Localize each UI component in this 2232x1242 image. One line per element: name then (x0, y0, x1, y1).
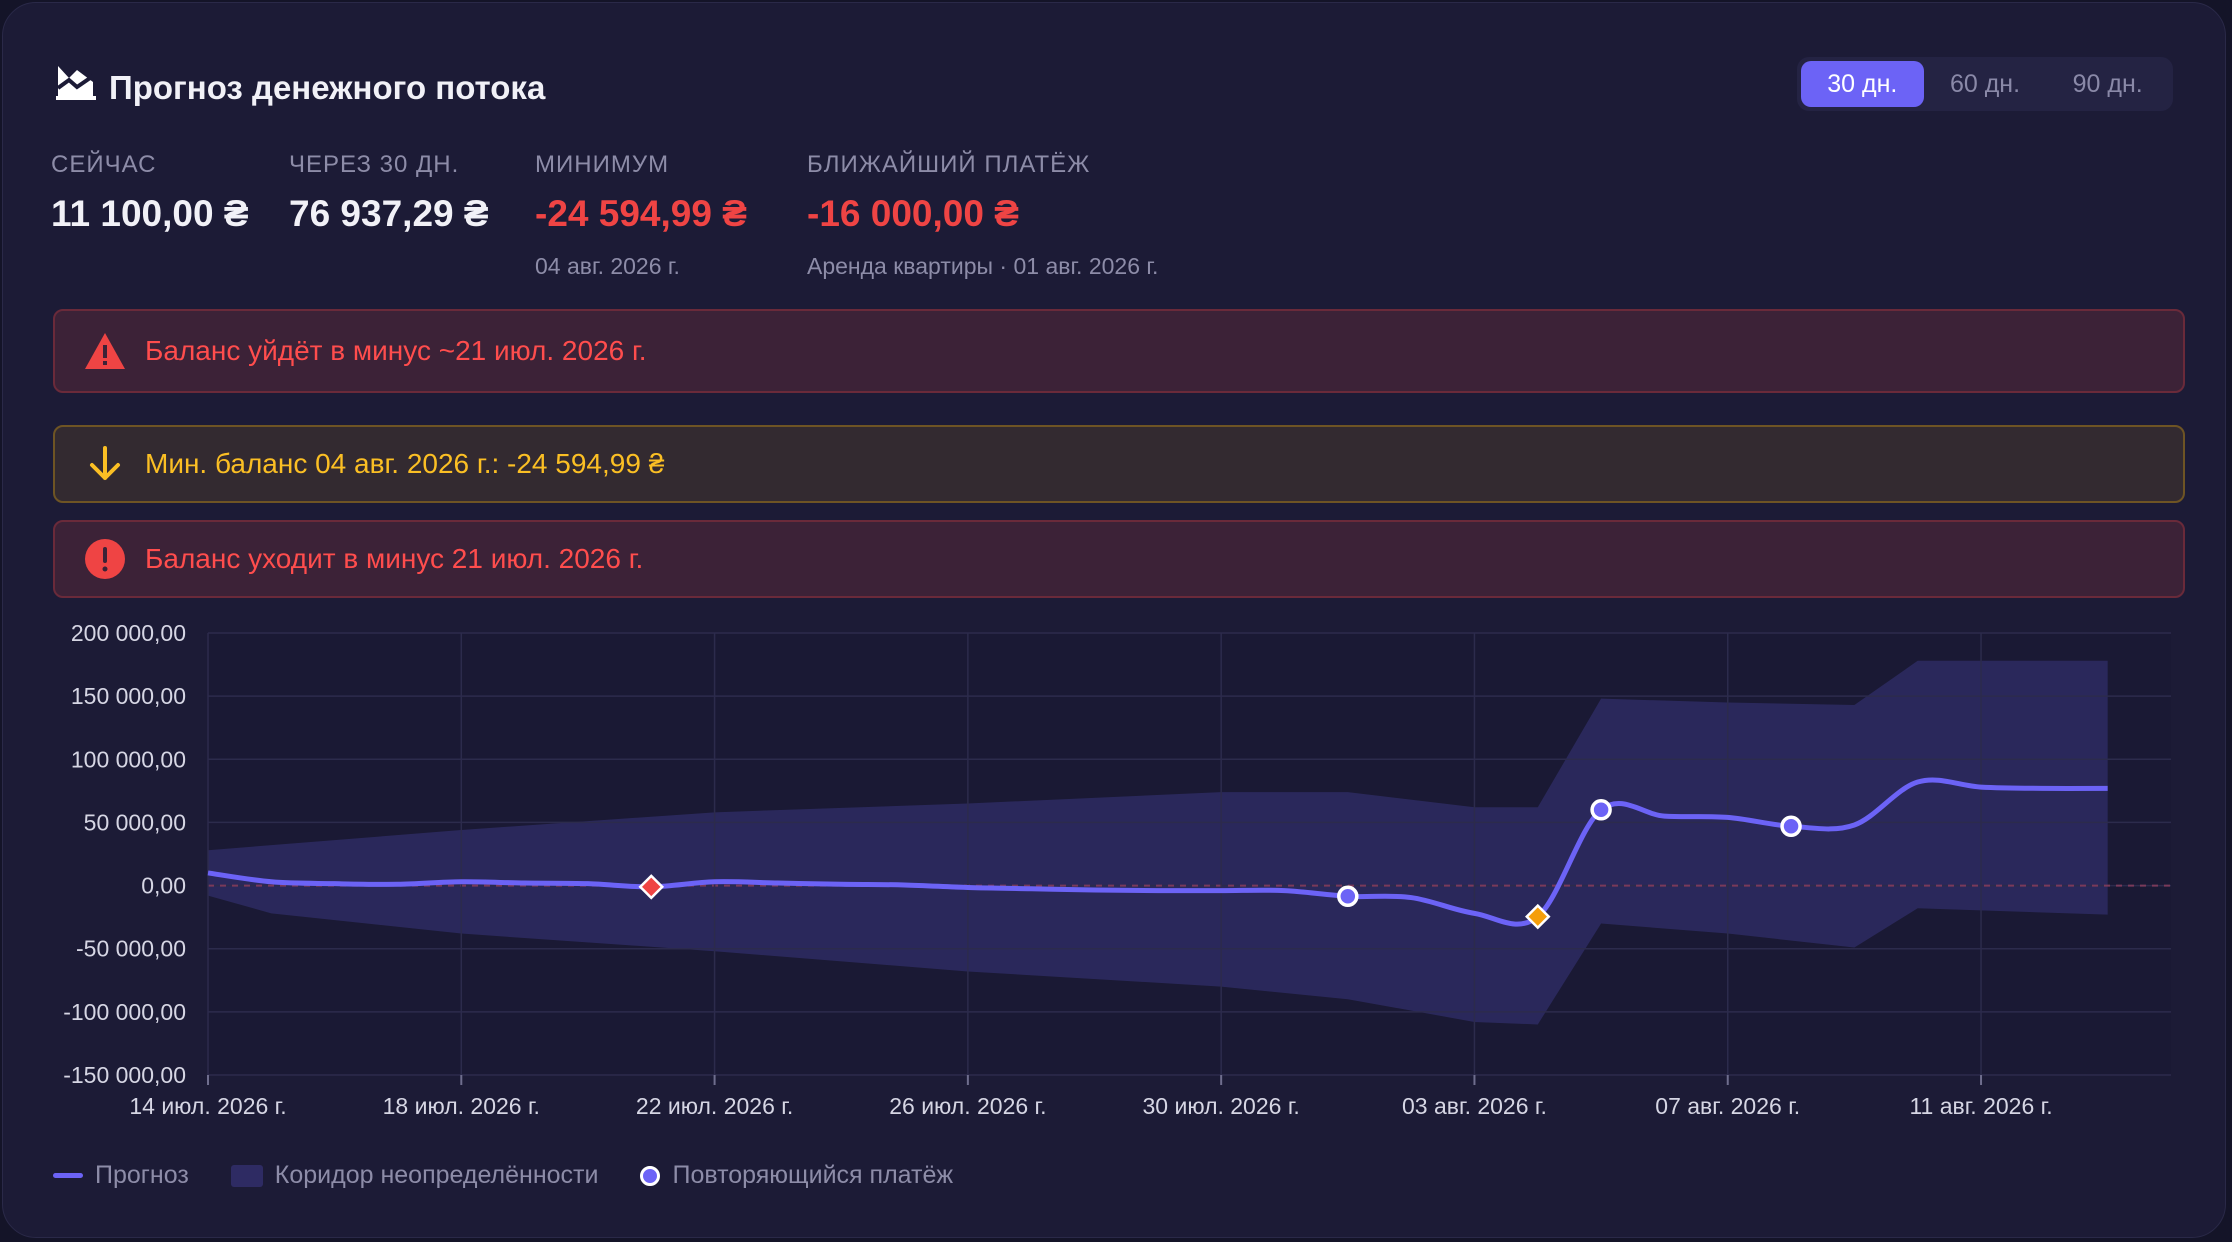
page-title: Прогноз денежного потока (109, 69, 546, 106)
forecast-line-swatch (53, 1173, 83, 1178)
x-tick-label: 11 авг. 2026 г. (1909, 1093, 2052, 1119)
y-tick-label: 0,00 (141, 873, 186, 899)
stat-minimum-value: -24 594,99 ₴ (535, 193, 747, 234)
x-tick-label: 14 июл. 2026 г. (129, 1093, 286, 1119)
stat-in-30-value: 76 937,29 ₴ (289, 193, 489, 234)
stat-minimum-label: МИНИМУМ (535, 151, 670, 178)
stat-now-label: СЕЙЧАС (51, 151, 157, 178)
period-selector: 30 дн. 60 дн. 90 дн. (1797, 57, 2173, 111)
legend-item-forecast[interactable]: Прогноз (53, 1161, 189, 1190)
stat-next-payment-value: -16 000,00 ₴ (807, 193, 1019, 234)
recurring-payment-marker (1337, 885, 1359, 908)
legend-recurring-label: Повторяющийся платёж (672, 1161, 954, 1189)
recurring-payment-circle-icon (640, 1165, 661, 1186)
stat-in-30-label: ЧЕРЕЗ 30 ДН. (289, 151, 460, 178)
stat-next-payment-label: БЛИЖАЙШИЙ ПЛАТЁЖ (807, 151, 1091, 178)
recurring-payment-marker (1780, 815, 1802, 837)
y-tick-label: 150 000,00 (71, 683, 186, 709)
stat-minimum-date: 04 авг. 2026 г. (535, 253, 680, 279)
arrow-down-icon (90, 446, 120, 480)
alert-balance-goes-negative: Баланс уходит в минус 21 июл. 2026 г. (53, 520, 2185, 598)
tab-90-days[interactable]: 90 дн. (2072, 70, 2143, 98)
uncertainty-band-swatch (230, 1164, 263, 1187)
alert-negative-balance-text: Баланс уйдёт в минус ~21 июл. 2026 г. (145, 335, 647, 366)
tab-30-days[interactable]: 30 дн. (1801, 61, 1924, 107)
legend-uncertainty-label: Коридор неопределённости (274, 1161, 599, 1189)
y-tick-label: 200 000,00 (71, 620, 186, 646)
y-tick-label: -50 000,00 (76, 936, 186, 962)
alert-min-balance-text: Мин. баланс 04 авг. 2026 г.: -24 594,99 … (145, 448, 665, 479)
legend-item-uncertainty[interactable]: Коридор неопределённости (230, 1161, 599, 1190)
x-tick-label: 18 июл. 2026 г. (383, 1093, 540, 1119)
x-tick-label: 30 июл. 2026 г. (1143, 1093, 1300, 1119)
tab-60-days[interactable]: 60 дн. (1949, 70, 2021, 98)
recurring-payment-marker (1590, 799, 1612, 821)
stat-now-value: 11 100,00 ₴ (51, 193, 249, 234)
legend-item-recurring[interactable]: Повторяющийся платёж (640, 1161, 953, 1190)
alert-negative-balance: Баланс уйдёт в минус ~21 июл. 2026 г. (53, 309, 2185, 393)
event-diamond-marker (638, 874, 665, 900)
y-tick-label: -150 000,00 (63, 1062, 186, 1088)
x-tick-label: 07 авг. 2026 г. (1655, 1093, 1800, 1119)
card-header: Прогноз денежного потока (55, 59, 545, 107)
x-tick-label: 22 июл. 2026 г. (636, 1093, 793, 1119)
stat-next-payment: БЛИЖАЙШИЙ ПЛАТЁЖ -16 000,00 ₴ Аренда ква… (807, 151, 1158, 280)
alert-circle-icon (85, 539, 125, 579)
stat-in-30-days: ЧЕРЕЗ 30 ДН. 76 937,29 ₴ (289, 151, 489, 235)
x-tick-label: 26 июл. 2026 г. (889, 1093, 1046, 1119)
stat-minimum: МИНИМУМ -24 594,99 ₴ 04 авг. 2026 г. (535, 151, 747, 280)
stat-next-payment-details: Аренда квартиры · 01 авг. 2026 г. (807, 253, 1159, 279)
chart-line-icon (56, 66, 96, 100)
stat-now: СЕЙЧАС 11 100,00 ₴ (51, 151, 249, 235)
y-tick-label: 100 000,00 (71, 746, 186, 772)
warning-triangle-icon (85, 333, 125, 369)
event-diamond-marker (1525, 903, 1551, 930)
forecast-chart[interactable]: 200 000,00 150 000,00 100 000,00 50 000,00 0… (3, 613, 2227, 1143)
x-tick-label: 03 авг. 2026 г. (1402, 1093, 1547, 1119)
uncertainty-band (208, 660, 2108, 1025)
y-tick-label: 50 000,00 (84, 809, 186, 835)
alert-balance-goes-negative-text: Баланс уходит в минус 21 июл. 2026 г. (145, 543, 644, 574)
chart-legend: Прогноз Коридор неопределённости Повторя… (53, 1161, 995, 1190)
alert-min-balance: Мин. баланс 04 авг. 2026 г.: -24 594,99 … (53, 425, 2185, 503)
legend-forecast-label: Прогноз (95, 1161, 189, 1189)
y-tick-label: -100 000,00 (63, 999, 186, 1025)
